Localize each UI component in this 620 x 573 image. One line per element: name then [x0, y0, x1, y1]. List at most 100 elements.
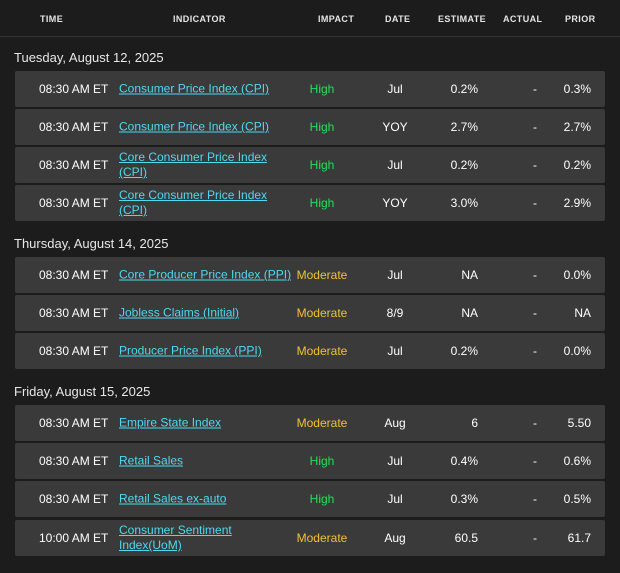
indicator-link[interactable]: Empire State Index — [119, 415, 222, 430]
table-header: TIME INDICATOR IMPACT DATE ESTIMATE ACTU… — [0, 0, 620, 37]
column-header-time: TIME — [40, 14, 64, 24]
estimate-cell: 6 — [471, 416, 478, 430]
date-cell: Jul — [387, 492, 403, 506]
date-cell: Aug — [384, 416, 406, 430]
table-row: 08:30 AM ET Core Producer Price Index (P… — [15, 257, 605, 293]
prior-cell: 5.50 — [567, 416, 591, 430]
time-cell: 08:30 AM ET — [39, 492, 109, 506]
day-heading: Friday, August 15, 2025 — [14, 384, 151, 399]
prior-cell: 0.2% — [563, 158, 591, 172]
time-cell: 08:30 AM ET — [39, 416, 109, 430]
date-cell: YOY — [382, 120, 408, 134]
actual-cell: - — [533, 158, 537, 172]
column-header-actual: ACTUAL — [503, 14, 543, 24]
table-row: 08:30 AM ET Retail Sales ex-auto High Ju… — [15, 481, 605, 517]
impact-cell: Moderate — [296, 306, 348, 320]
day-heading: Thursday, August 14, 2025 — [14, 236, 169, 251]
impact-cell: Moderate — [296, 416, 348, 430]
date-cell: YOY — [382, 196, 408, 210]
column-header-date: DATE — [385, 14, 411, 24]
impact-cell: High — [309, 454, 335, 468]
actual-cell: - — [533, 344, 537, 358]
prior-cell: 0.0% — [563, 344, 591, 358]
actual-cell: - — [533, 454, 537, 468]
date-cell: Jul — [387, 454, 403, 468]
table-row: 08:30 AM ET Producer Price Index (PPI) M… — [15, 333, 605, 369]
actual-cell: - — [533, 531, 537, 545]
time-cell: 08:30 AM ET — [39, 82, 109, 96]
impact-cell: Moderate — [296, 344, 348, 358]
time-cell: 08:30 AM ET — [39, 196, 109, 210]
table-row: 08:30 AM ET Jobless Claims (Initial) Mod… — [15, 295, 605, 331]
column-header-indicator: INDICATOR — [173, 14, 226, 24]
date-cell: Jul — [387, 82, 403, 96]
table-row: 08:30 AM ET Empire State Index Moderate … — [15, 405, 605, 441]
time-cell: 08:30 AM ET — [39, 306, 109, 320]
date-cell: 8/9 — [386, 306, 404, 320]
actual-cell: - — [533, 120, 537, 134]
time-cell: 08:30 AM ET — [39, 344, 109, 358]
indicator-link[interactable]: Retail Sales ex-auto — [119, 491, 227, 506]
prior-cell: 2.7% — [563, 120, 591, 134]
prior-cell: 0.0% — [563, 268, 591, 282]
time-cell: 08:30 AM ET — [39, 454, 109, 468]
indicator-link[interactable]: Consumer Price Index (CPI) — [119, 119, 270, 134]
prior-cell: 0.3% — [563, 82, 591, 96]
impact-cell: High — [309, 492, 335, 506]
time-cell: 08:30 AM ET — [39, 158, 109, 172]
table-row: 08:30 AM ET Consumer Price Index (CPI) H… — [15, 109, 605, 145]
impact-cell: High — [309, 120, 335, 134]
indicator-link[interactable]: Jobless Claims (Initial) — [119, 305, 240, 320]
column-header-prior: PRIOR — [565, 14, 596, 24]
indicator-link[interactable]: Core Consumer Price Index (CPI) — [119, 188, 268, 217]
estimate-cell: 0.3% — [450, 492, 478, 506]
column-header-impact: IMPACT — [318, 14, 355, 24]
impact-cell: High — [309, 158, 335, 172]
prior-cell: 61.7 — [567, 531, 591, 545]
time-cell: 08:30 AM ET — [39, 120, 109, 134]
estimate-cell: 0.2% — [450, 82, 478, 96]
indicator-link[interactable]: Retail Sales — [119, 453, 184, 468]
date-cell: Aug — [384, 531, 406, 545]
table-row: 08:30 AM ET Consumer Price Index (CPI) H… — [15, 71, 605, 107]
impact-cell: High — [309, 196, 335, 210]
indicator-link[interactable]: Producer Price Index (PPI) — [119, 343, 262, 358]
estimate-cell: 0.4% — [450, 454, 478, 468]
date-cell: Jul — [387, 158, 403, 172]
time-cell: 08:30 AM ET — [39, 268, 109, 282]
estimate-cell: 60.5 — [454, 531, 478, 545]
indicator-link[interactable]: Core Consumer Price Index (CPI) — [119, 150, 268, 179]
prior-cell: NA — [574, 306, 591, 320]
estimate-cell: NA — [461, 268, 478, 282]
actual-cell: - — [533, 492, 537, 506]
impact-cell: Moderate — [296, 531, 348, 545]
actual-cell: - — [533, 196, 537, 210]
prior-cell: 0.5% — [563, 492, 591, 506]
indicator-link[interactable]: Consumer Sentiment Index(UoM) — [119, 523, 232, 552]
table-row: 08:30 AM ET Core Consumer Price Index (C… — [15, 185, 605, 221]
actual-cell: - — [533, 268, 537, 282]
estimate-cell: 0.2% — [450, 344, 478, 358]
estimate-cell: 0.2% — [450, 158, 478, 172]
date-cell: Jul — [387, 268, 403, 282]
indicator-link[interactable]: Consumer Price Index (CPI) — [119, 81, 270, 96]
estimate-cell: 3.0% — [450, 196, 478, 210]
table-row: 08:30 AM ET Retail Sales High Jul 0.4% -… — [15, 443, 605, 479]
time-cell: 10:00 AM ET — [39, 531, 109, 545]
actual-cell: - — [533, 416, 537, 430]
day-heading: Tuesday, August 12, 2025 — [14, 50, 164, 65]
actual-cell: - — [533, 82, 537, 96]
actual-cell: - — [533, 306, 537, 320]
table-row: 10:00 AM ET Consumer Sentiment Index(UoM… — [15, 520, 605, 556]
indicator-link[interactable]: Core Producer Price Index (PPI) — [119, 267, 292, 282]
column-header-estimate: ESTIMATE — [438, 14, 487, 24]
prior-cell: 2.9% — [563, 196, 591, 210]
estimate-cell: NA — [461, 306, 478, 320]
impact-cell: High — [309, 82, 335, 96]
table-row: 08:30 AM ET Core Consumer Price Index (C… — [15, 147, 605, 183]
prior-cell: 0.6% — [563, 454, 591, 468]
estimate-cell: 2.7% — [450, 120, 478, 134]
date-cell: Jul — [387, 344, 403, 358]
impact-cell: Moderate — [296, 268, 348, 282]
